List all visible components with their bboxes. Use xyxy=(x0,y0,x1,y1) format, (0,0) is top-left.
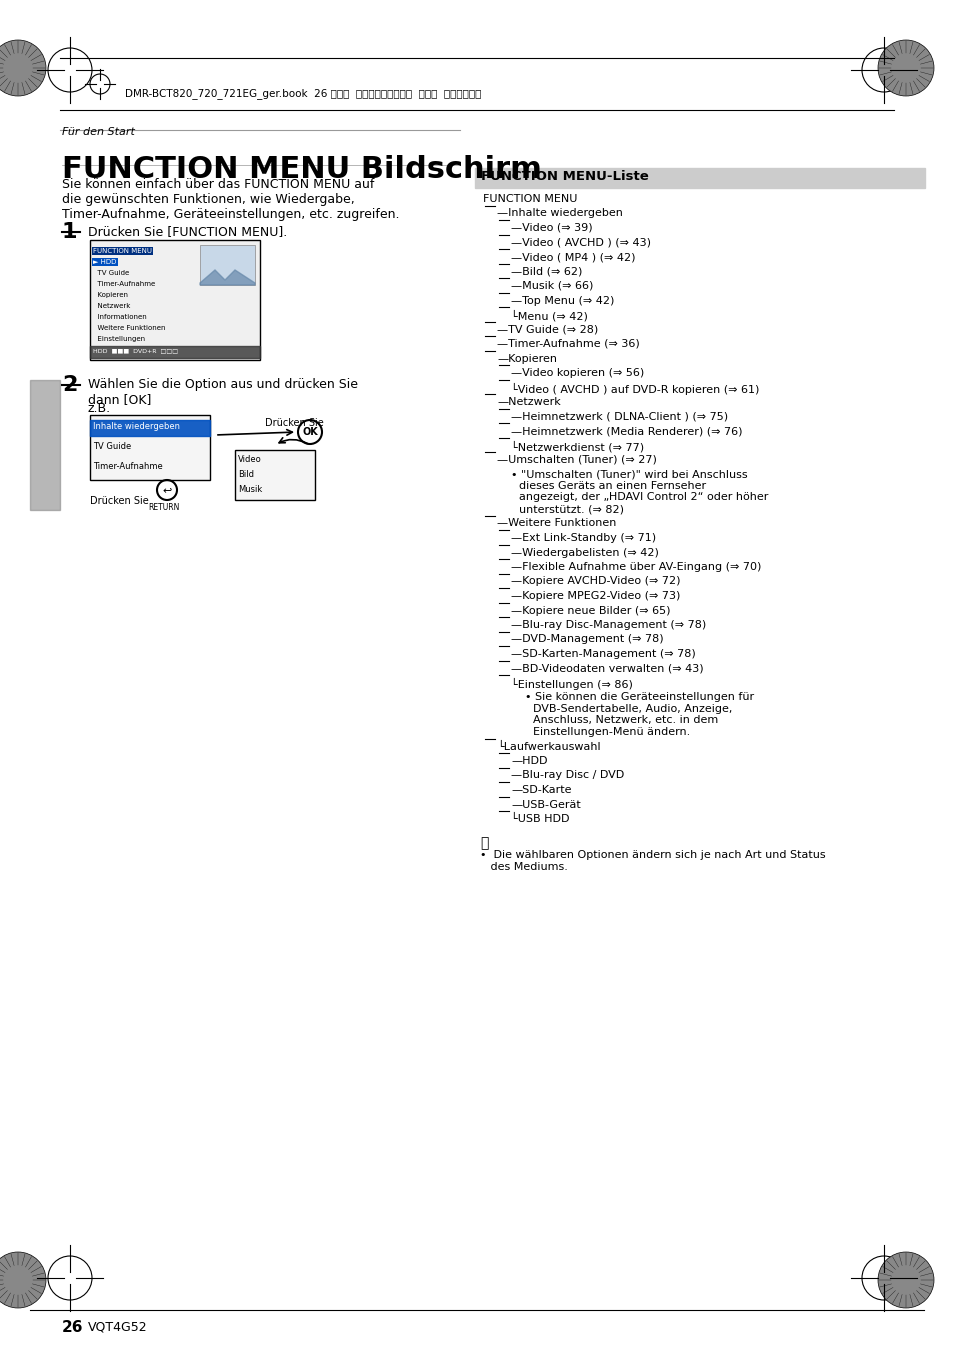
Text: FUNCTION MENU-Liste: FUNCTION MENU-Liste xyxy=(480,170,648,183)
Text: Timer-Aufnahme: Timer-Aufnahme xyxy=(92,462,163,470)
Text: —Flexible Aufnahme über AV-Eingang (⇒ 70): —Flexible Aufnahme über AV-Eingang (⇒ 70… xyxy=(511,562,760,572)
Text: └Laufwerkauswahl: └Laufwerkauswahl xyxy=(497,741,600,752)
Text: 26: 26 xyxy=(62,1320,84,1335)
Text: Sie können einfach über das FUNCTION MENU auf
die gewünschten Funktionen, wie Wi: Sie können einfach über das FUNCTION MEN… xyxy=(62,178,399,221)
Text: angezeigt, der „HDAVI Control 2“ oder höher: angezeigt, der „HDAVI Control 2“ oder hö… xyxy=(518,492,767,503)
Text: —TV Guide (⇒ 28): —TV Guide (⇒ 28) xyxy=(497,325,598,334)
Text: —Weitere Funktionen: —Weitere Funktionen xyxy=(497,519,616,528)
FancyBboxPatch shape xyxy=(90,240,260,360)
Text: └Netzwerkdienst (⇒ 77): └Netzwerkdienst (⇒ 77) xyxy=(511,441,643,452)
Text: —HDD: —HDD xyxy=(511,756,547,766)
Text: —Top Menu (⇒ 42): —Top Menu (⇒ 42) xyxy=(511,295,614,306)
Text: Kopieren: Kopieren xyxy=(92,293,128,298)
Text: DMR-BCT820_720_721EG_ger.book  26 ページ  ２０１２年８月１日  水曜日  午後５時８分: DMR-BCT820_720_721EG_ger.book 26 ページ ２０１… xyxy=(125,88,481,98)
Circle shape xyxy=(0,1252,46,1308)
Text: —Ext Link-Standby (⇒ 71): —Ext Link-Standby (⇒ 71) xyxy=(511,532,656,543)
Text: —Kopiere AVCHD-Video (⇒ 72): —Kopiere AVCHD-Video (⇒ 72) xyxy=(511,577,679,586)
Text: Drücken Sie: Drücken Sie xyxy=(265,418,323,429)
Text: FUNCTION MENU: FUNCTION MENU xyxy=(92,248,152,253)
Text: —DVD-Management (⇒ 78): —DVD-Management (⇒ 78) xyxy=(511,635,663,644)
Text: Drücken Sie: Drücken Sie xyxy=(90,496,149,506)
Text: —Kopiere MPEG2-Video (⇒ 73): —Kopiere MPEG2-Video (⇒ 73) xyxy=(511,590,679,601)
Text: 1: 1 xyxy=(62,222,77,243)
Text: —USB-Gerät: —USB-Gerät xyxy=(511,799,580,810)
Polygon shape xyxy=(90,421,210,435)
Polygon shape xyxy=(475,168,924,187)
Text: ↩: ↩ xyxy=(162,485,172,495)
Text: 2: 2 xyxy=(62,375,77,395)
Text: —Timer-Aufnahme (⇒ 36): —Timer-Aufnahme (⇒ 36) xyxy=(497,338,639,349)
Circle shape xyxy=(877,40,933,96)
Text: • "Umschalten (Tuner)" wird bei Anschluss: • "Umschalten (Tuner)" wird bei Anschlus… xyxy=(511,469,747,480)
Text: Wählen Sie die Option aus und drücken Sie
dann [OK]: Wählen Sie die Option aus und drücken Si… xyxy=(88,377,357,406)
FancyBboxPatch shape xyxy=(200,245,254,284)
Text: FUNCTION MENU Bildschirm: FUNCTION MENU Bildschirm xyxy=(62,155,541,183)
Text: FUNCTION MENU: FUNCTION MENU xyxy=(482,194,577,204)
Text: └USB HDD: └USB HDD xyxy=(511,814,569,824)
Polygon shape xyxy=(30,380,60,510)
Text: unterstützt. (⇒ 82): unterstützt. (⇒ 82) xyxy=(518,504,623,514)
Text: Video: Video xyxy=(237,456,261,464)
Text: —Bild (⇒ 62): —Bild (⇒ 62) xyxy=(511,267,581,276)
Text: • Sie können die Geräteeinstellungen für: • Sie können die Geräteeinstellungen für xyxy=(524,693,753,702)
Polygon shape xyxy=(90,346,260,359)
Circle shape xyxy=(0,40,46,96)
Text: Drücken Sie [FUNCTION MENU].: Drücken Sie [FUNCTION MENU]. xyxy=(88,225,287,239)
Text: —Video (⇒ 39): —Video (⇒ 39) xyxy=(511,222,592,233)
Text: —Heimnetzwerk (Media Renderer) (⇒ 76): —Heimnetzwerk (Media Renderer) (⇒ 76) xyxy=(511,426,741,435)
Text: —Netzwerk: —Netzwerk xyxy=(497,398,560,407)
Text: Einstellungen-Menü ändern.: Einstellungen-Menü ändern. xyxy=(533,727,690,737)
Text: 📖: 📖 xyxy=(479,837,488,851)
Text: —Video kopieren (⇒ 56): —Video kopieren (⇒ 56) xyxy=(511,368,643,377)
Text: └Einstellungen (⇒ 86): └Einstellungen (⇒ 86) xyxy=(511,678,632,690)
Text: Einstellungen: Einstellungen xyxy=(92,336,145,342)
Text: Inhalte wiedergeben: Inhalte wiedergeben xyxy=(92,422,180,431)
Text: —Kopieren: —Kopieren xyxy=(497,353,557,364)
Text: Bild: Bild xyxy=(237,470,253,479)
Text: Anschluss, Netzwerk, etc. in dem: Anschluss, Netzwerk, etc. in dem xyxy=(533,716,718,725)
Text: •  Die wählbaren Optionen ändern sich je nach Art und Status
   des Mediums.: • Die wählbaren Optionen ändern sich je … xyxy=(479,851,824,872)
Text: Informationen: Informationen xyxy=(92,314,147,319)
Text: HDD  ■■■  DVD+R  □□□: HDD ■■■ DVD+R □□□ xyxy=(92,348,178,353)
Text: —Video ( AVCHD ) (⇒ 43): —Video ( AVCHD ) (⇒ 43) xyxy=(511,237,650,248)
Text: TV Guide: TV Guide xyxy=(92,270,129,276)
Text: —Musik (⇒ 66): —Musik (⇒ 66) xyxy=(511,280,593,291)
Text: └Video ( AVCHD ) auf DVD-R kopieren (⇒ 61): └Video ( AVCHD ) auf DVD-R kopieren (⇒ 6… xyxy=(511,383,759,395)
Text: RETURN: RETURN xyxy=(148,503,179,512)
Text: —Blu-ray Disc / DVD: —Blu-ray Disc / DVD xyxy=(511,771,623,780)
Text: —Umschalten (Tuner) (⇒ 27): —Umschalten (Tuner) (⇒ 27) xyxy=(497,456,657,465)
Text: —Heimnetzwerk ( DLNA-Client ) (⇒ 75): —Heimnetzwerk ( DLNA-Client ) (⇒ 75) xyxy=(511,411,727,422)
Text: Weitere Funktionen: Weitere Funktionen xyxy=(92,325,165,332)
Text: —BD-Videodaten verwalten (⇒ 43): —BD-Videodaten verwalten (⇒ 43) xyxy=(511,663,703,674)
Text: —SD-Karten-Management (⇒ 78): —SD-Karten-Management (⇒ 78) xyxy=(511,648,695,659)
Text: VQT4G52: VQT4G52 xyxy=(88,1321,148,1335)
Text: —SD-Karte: —SD-Karte xyxy=(511,785,571,795)
Text: DVB-Sendertabelle, Audio, Anzeige,: DVB-Sendertabelle, Audio, Anzeige, xyxy=(533,704,732,714)
Text: z.B.: z.B. xyxy=(88,402,111,415)
FancyBboxPatch shape xyxy=(90,415,210,480)
Circle shape xyxy=(877,1252,933,1308)
Text: —Wiedergabelisten (⇒ 42): —Wiedergabelisten (⇒ 42) xyxy=(511,547,659,558)
Text: ► HDD: ► HDD xyxy=(92,259,116,266)
Text: Für den Start: Für den Start xyxy=(62,127,134,137)
Text: Netzwerk: Netzwerk xyxy=(92,303,131,309)
Text: OK: OK xyxy=(302,427,317,437)
Text: Timer-Aufnahme: Timer-Aufnahme xyxy=(92,280,155,287)
FancyBboxPatch shape xyxy=(234,450,314,500)
Text: TV Guide: TV Guide xyxy=(92,442,132,452)
Text: dieses Geräts an einen Fernseher: dieses Geräts an einen Fernseher xyxy=(518,481,705,491)
Text: —Inhalte wiedergeben: —Inhalte wiedergeben xyxy=(497,209,622,218)
Polygon shape xyxy=(200,270,254,284)
Text: —Kopiere neue Bilder (⇒ 65): —Kopiere neue Bilder (⇒ 65) xyxy=(511,605,670,616)
Text: —Video ( MP4 ) (⇒ 42): —Video ( MP4 ) (⇒ 42) xyxy=(511,252,635,262)
Text: └Menu (⇒ 42): └Menu (⇒ 42) xyxy=(511,310,587,322)
Text: —Blu-ray Disc-Management (⇒ 78): —Blu-ray Disc-Management (⇒ 78) xyxy=(511,620,705,630)
Text: Musik: Musik xyxy=(237,485,262,493)
